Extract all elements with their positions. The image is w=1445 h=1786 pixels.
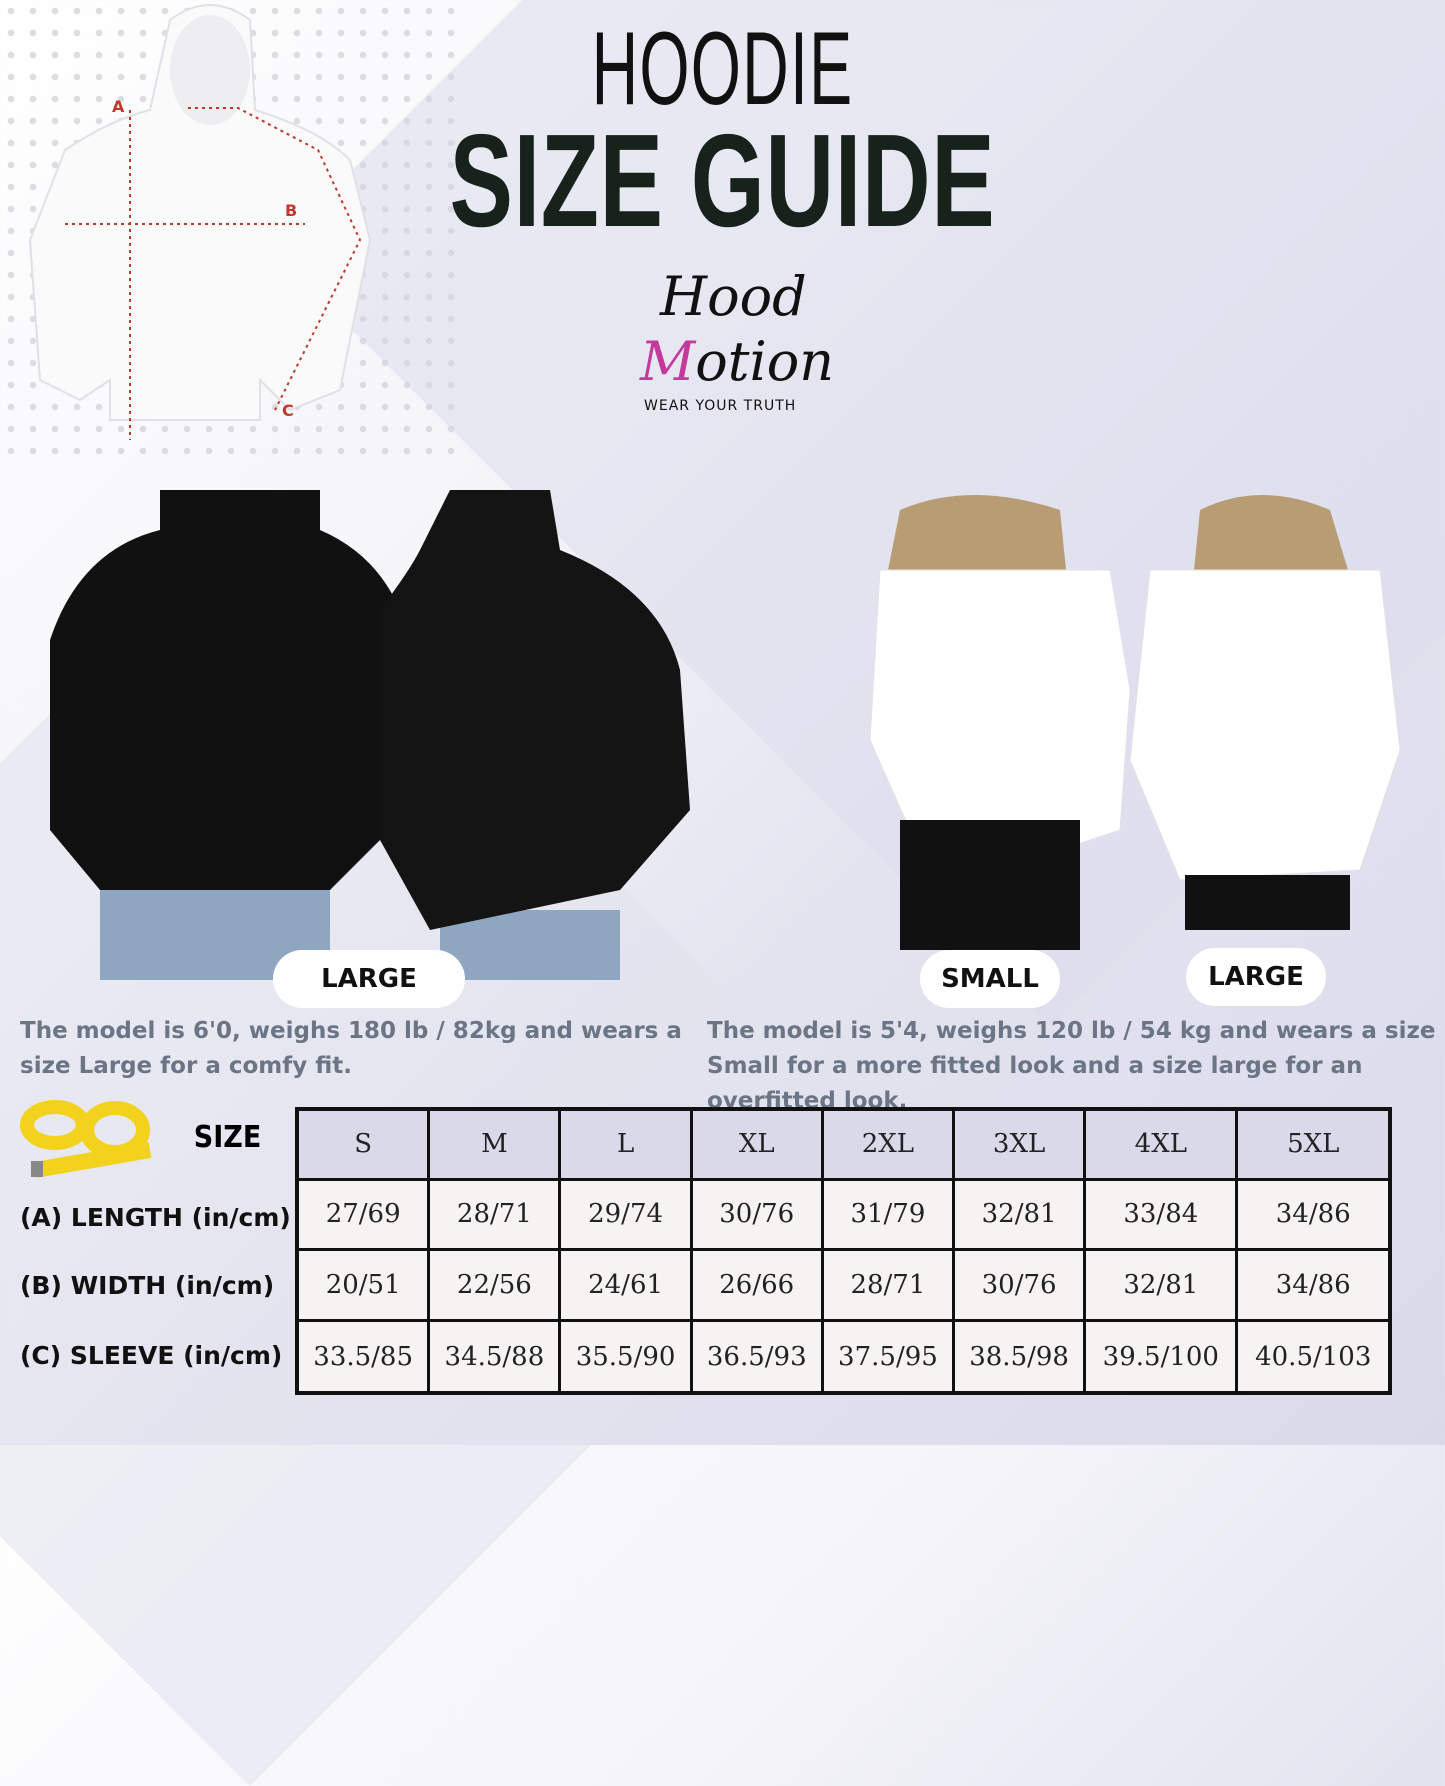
title-hoodie: HOODIE: [591, 11, 854, 127]
size-value-cell: 26/66: [689, 1248, 824, 1323]
size-column-header: M: [427, 1107, 562, 1181]
size-value-cell: 38.5/98: [951, 1319, 1087, 1395]
size-header-row: S M L XL 2XL 3XL 4XL 5XL: [295, 1107, 1392, 1181]
size-value-cell: 24/61: [558, 1248, 693, 1323]
table-row-length: 27/69 28/71 29/74 30/76 31/79 32/81 33/84 34/86: [295, 1177, 1392, 1252]
row-label-sleeve: (C) SLEEVE (in/cm): [20, 1341, 283, 1370]
size-value-cell: 37.5/95: [820, 1319, 956, 1395]
size-value-cell: 39.5/100: [1083, 1319, 1239, 1395]
size-value-cell: 34/86: [1235, 1248, 1392, 1323]
measuring-tape-icon: [20, 1100, 152, 1178]
size-value-cell: 34/86: [1235, 1177, 1392, 1252]
size-value-cell: 22/56: [427, 1248, 562, 1323]
size-table: S M L XL 2XL 3XL 4XL 5XL 27/69 28/71 29/74 30/76 31…: [295, 1107, 1392, 1395]
size-column-header: 2XL: [820, 1107, 956, 1181]
size-value-cell: 20/51: [295, 1248, 431, 1323]
women-size-badge-large: LARGE: [1186, 948, 1326, 1006]
row-label-length: (A) LENGTH (in/cm): [20, 1203, 291, 1232]
size-value-cell: 32/81: [951, 1177, 1087, 1252]
row-label-width: (B) WIDTH (in/cm): [20, 1271, 275, 1300]
men-size-badge-large: LARGE: [273, 950, 465, 1008]
size-value-cell: 31/79: [820, 1177, 956, 1252]
women-size-badge-small: SMALL: [920, 950, 1060, 1008]
men-model-caption: The model is 6'0, weighs 180 lb / 82kg a…: [20, 1018, 682, 1079]
women-model-photo: [869, 495, 1401, 950]
logo-hood: Hood: [660, 265, 807, 328]
size-value-cell: 27/69: [295, 1177, 431, 1252]
logo-tagline: WEAR YOUR TRUTH: [644, 398, 797, 414]
size-value-cell: 35.5/90: [558, 1319, 693, 1395]
size-value-cell: 30/76: [951, 1248, 1087, 1323]
size-value-cell: 33/84: [1083, 1177, 1239, 1252]
size-value-cell: 34.5/88: [427, 1319, 562, 1395]
size-column-header: S: [295, 1107, 431, 1181]
size-value-cell: 40.5/103: [1235, 1319, 1392, 1395]
table-row-sleeve: 33.5/85 34.5/88 35.5/90 36.5/93 37.5/95 38.5/…: [295, 1319, 1392, 1395]
men-model-photo: [50, 490, 690, 980]
size-column-header: 3XL: [951, 1107, 1087, 1181]
table-row-width: 20/51 22/56 24/61 26/66 28/71 30/76 32/81 34/86: [295, 1248, 1392, 1323]
size-header-label: SIZE: [193, 1120, 262, 1155]
size-value-cell: 33.5/85: [295, 1319, 431, 1395]
label-a: A: [112, 97, 125, 116]
size-value-cell: 28/71: [427, 1177, 562, 1252]
size-column-header: XL: [689, 1107, 824, 1181]
size-column-header: 5XL: [1235, 1107, 1392, 1181]
size-value-cell: 29/74: [558, 1177, 693, 1252]
size-column-header: 4XL: [1083, 1107, 1239, 1181]
size-column-header: L: [558, 1107, 693, 1181]
hoodie-measurement-diagram: A B C: [28, 4, 372, 440]
size-value-cell: 32/81: [1083, 1248, 1239, 1323]
size-value-cell: 36.5/93: [689, 1319, 824, 1395]
logo-motion-rest: otion: [695, 330, 835, 393]
label-c: C: [282, 401, 294, 420]
size-value-cell: 30/76: [689, 1177, 824, 1252]
label-b: B: [285, 201, 297, 220]
women-model-caption: The model is 5'4, weighs 120 lb / 54 kg …: [707, 1018, 1436, 1114]
size-value-cell: 28/71: [820, 1248, 956, 1323]
logo-motion: Motion: [640, 330, 834, 393]
title-size-guide: SIZE GUIDE: [449, 107, 996, 254]
logo-accent-letter: M: [640, 330, 696, 393]
